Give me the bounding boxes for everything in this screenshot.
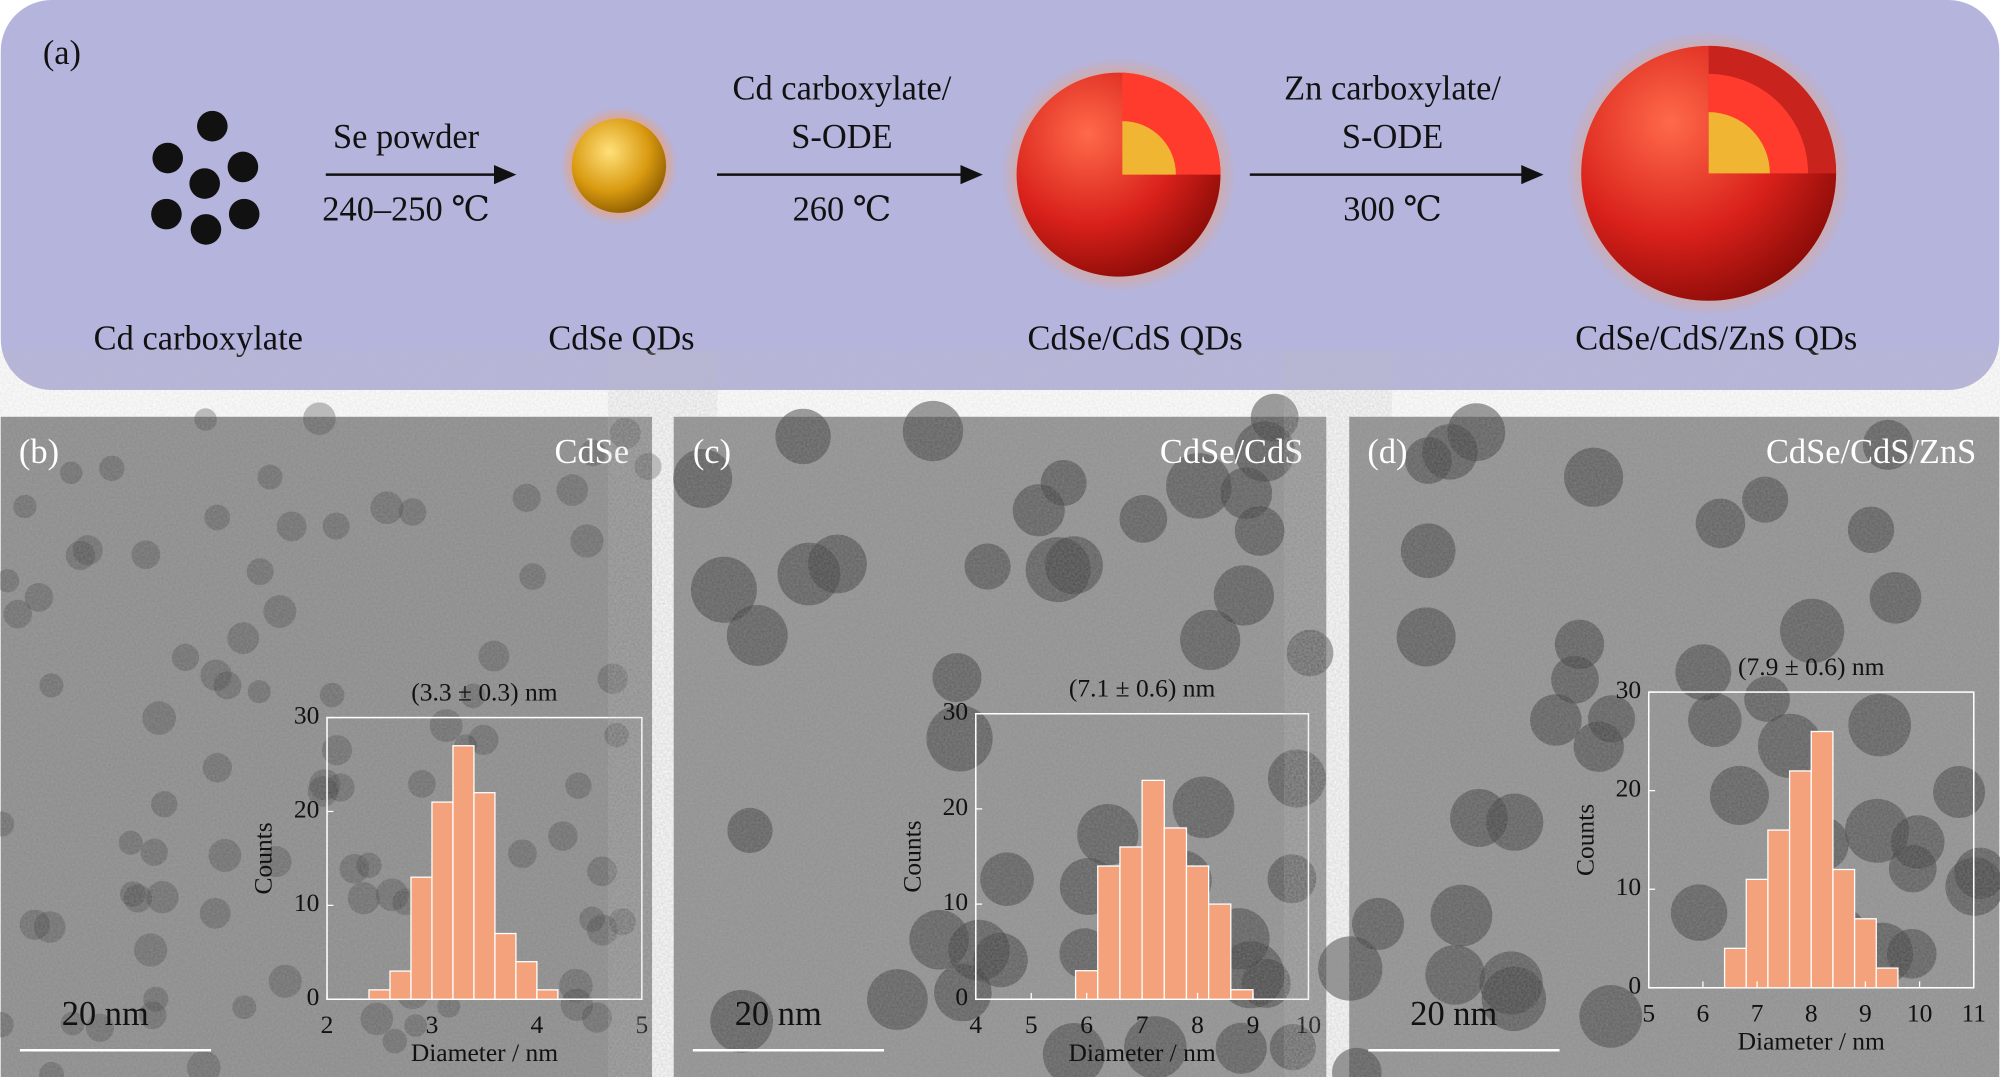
x-tick-label: 5 — [1025, 1010, 1038, 1039]
sample-label: CdSe/CdS — [1160, 433, 1303, 471]
bar — [1185, 865, 1210, 1000]
x-axis-label: Diameter / nm — [411, 1038, 558, 1067]
scale-bar-label: 20 nm — [1410, 995, 1497, 1033]
x-tick-label: 5 — [1642, 999, 1655, 1028]
bar — [1810, 730, 1834, 989]
x-tick-label: 5 — [635, 1010, 648, 1039]
y-tick-label: 20 — [943, 792, 968, 821]
x-tick-label: 7 — [1136, 1010, 1149, 1039]
label: 240–250 ℃ — [322, 191, 490, 229]
bar — [1208, 903, 1232, 1000]
bar — [1097, 865, 1121, 1000]
scale-bar-label: 20 nm — [735, 995, 822, 1033]
bar — [1230, 989, 1254, 1000]
y-tick-label: 0 — [1628, 971, 1641, 1000]
bar — [431, 801, 454, 1000]
y-tick-label: 0 — [955, 982, 968, 1011]
bar — [473, 792, 496, 1000]
label: Zn carboxylate/ — [1284, 70, 1501, 108]
label: S-ODE — [1342, 118, 1443, 156]
schematic-background — [0, 0, 2000, 391]
x-tick-label: 9 — [1247, 1010, 1260, 1039]
label: CdSe QDs — [548, 319, 694, 357]
panel-label: (c) — [693, 433, 731, 471]
x-tick-label: 7 — [1751, 999, 1764, 1028]
bar — [1119, 846, 1143, 1000]
y-axis-label: Counts — [249, 822, 278, 894]
x-tick-label: 2 — [321, 1010, 334, 1039]
panel-label: (a) — [43, 34, 81, 72]
x-tick-label: 4 — [969, 1010, 982, 1039]
x-tick-label: 10 — [1907, 999, 1932, 1028]
panel-label: (b) — [19, 433, 59, 471]
y-tick-label: 10 — [1616, 872, 1641, 901]
bar — [1163, 827, 1188, 1000]
sample-label: CdSe — [555, 433, 630, 471]
bar — [1788, 770, 1812, 989]
label: 300 ℃ — [1343, 191, 1442, 229]
bar — [368, 989, 391, 1000]
y-tick-label: 30 — [943, 697, 968, 726]
x-tick-label: 6 — [1080, 1010, 1093, 1039]
y-axis-label: Counts — [897, 820, 926, 892]
core — [1122, 121, 1176, 175]
y-tick-label: 10 — [294, 888, 319, 917]
bar — [1832, 868, 1856, 989]
sample-label: CdSe/CdS/ZnS — [1766, 433, 1976, 471]
bar — [452, 745, 475, 1000]
y-tick-label: 30 — [1616, 675, 1641, 704]
y-tick-label: 0 — [307, 982, 320, 1011]
x-tick-label: 8 — [1805, 999, 1818, 1028]
tem-image — [0, 402, 662, 1077]
label: S-ODE — [791, 118, 892, 156]
label: Cd carboxylate — [94, 319, 303, 357]
core — [1708, 112, 1770, 174]
label: 260 ℃ — [793, 191, 892, 229]
tem-noise — [1349, 416, 2000, 1077]
bar — [1745, 878, 1769, 989]
panel-label: (d) — [1367, 433, 1407, 471]
cdse-dot — [571, 118, 667, 213]
label: Se powder — [333, 118, 480, 156]
x-axis-label: Diameter / nm — [1069, 1038, 1216, 1067]
bar — [1853, 918, 1877, 989]
x-tick-label: 9 — [1859, 999, 1872, 1028]
tem-image — [1318, 403, 2000, 1077]
tem-image — [673, 393, 1334, 1077]
x-tick-label: 11 — [1961, 999, 1986, 1028]
precursor-dots — [151, 110, 260, 245]
annotation: (3.3 ± 0.3) nm — [411, 677, 558, 706]
bar — [494, 932, 517, 1000]
arrows — [325, 165, 1544, 185]
bar — [1723, 947, 1747, 989]
y-tick-label: 10 — [943, 887, 968, 916]
bar — [389, 970, 412, 1000]
x-axis-label: Diameter / nm — [1738, 1027, 1885, 1056]
x-tick-label: 4 — [531, 1010, 544, 1039]
bar — [1767, 829, 1791, 989]
x-tick-label: 10 — [1296, 1010, 1321, 1039]
bar — [536, 989, 559, 1000]
label: CdSe/CdS/ZnS QDs — [1575, 319, 1857, 357]
y-tick-label: 20 — [294, 794, 319, 823]
annotation: (7.1 ± 0.6) nm — [1069, 674, 1216, 703]
bar — [410, 876, 433, 1000]
scale-bar-label: 20 nm — [62, 995, 149, 1033]
x-tick-label: 6 — [1697, 999, 1710, 1028]
x-tick-label: 8 — [1191, 1010, 1204, 1039]
bar — [1875, 967, 1899, 989]
y-tick-label: 30 — [294, 700, 319, 729]
annotation: (7.9 ± 0.6) nm — [1738, 652, 1885, 681]
label: Cd carboxylate/ — [733, 70, 952, 108]
y-axis-label: Counts — [1570, 804, 1599, 876]
y-tick-label: 20 — [1616, 773, 1641, 802]
bar — [515, 961, 538, 1000]
label: CdSe/CdS QDs — [1028, 319, 1243, 357]
x-tick-label: 3 — [426, 1010, 439, 1039]
bar — [1141, 779, 1165, 1000]
